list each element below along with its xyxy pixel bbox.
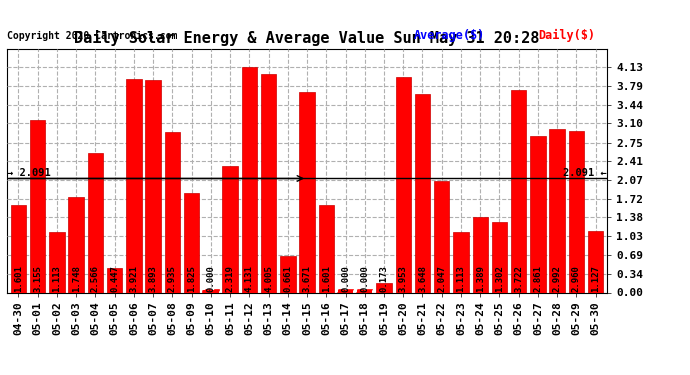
Text: 4.131: 4.131	[245, 265, 254, 292]
Bar	[338, 290, 353, 292]
Bar	[49, 232, 65, 292]
Text: 0.000: 0.000	[206, 265, 215, 292]
Text: 4.005: 4.005	[264, 265, 273, 292]
Title: Daily Solar Energy & Average Value Sun May 31 20:28: Daily Solar Energy & Average Value Sun M…	[75, 30, 540, 46]
Bar	[453, 232, 469, 292]
Text: 0.000: 0.000	[360, 265, 369, 292]
Text: 2.992: 2.992	[553, 265, 562, 292]
Text: 2.319: 2.319	[226, 265, 235, 292]
Bar	[376, 283, 392, 292]
Bar	[319, 205, 334, 292]
Bar	[222, 166, 238, 292]
Bar	[588, 231, 603, 292]
Bar	[68, 197, 84, 292]
Text: 2.091 ←: 2.091 ←	[564, 168, 607, 178]
Bar	[126, 79, 141, 292]
Text: 0.173: 0.173	[380, 265, 388, 292]
Text: 1.389: 1.389	[475, 265, 484, 292]
Bar	[165, 132, 180, 292]
Text: 3.671: 3.671	[302, 265, 312, 292]
Text: 3.953: 3.953	[399, 265, 408, 292]
Text: 1.113: 1.113	[52, 265, 61, 292]
Text: 1.127: 1.127	[591, 265, 600, 292]
Text: 1.302: 1.302	[495, 265, 504, 292]
Text: → 2.091: → 2.091	[7, 168, 50, 178]
Bar	[569, 131, 584, 292]
Text: 3.722: 3.722	[514, 265, 523, 292]
Bar	[30, 120, 46, 292]
Bar	[261, 74, 276, 292]
Text: Average($): Average($)	[414, 29, 485, 42]
Bar	[434, 181, 449, 292]
Text: 1.601: 1.601	[322, 265, 331, 292]
Text: 1.601: 1.601	[14, 265, 23, 292]
Bar	[299, 92, 315, 292]
Text: 2.960: 2.960	[572, 265, 581, 292]
Bar	[184, 193, 199, 292]
Bar	[146, 80, 161, 292]
Text: 3.155: 3.155	[33, 265, 42, 292]
Bar	[107, 268, 122, 292]
Text: 3.648: 3.648	[418, 265, 427, 292]
Text: Copyright 2020 Cartronics.com: Copyright 2020 Cartronics.com	[7, 32, 177, 41]
Text: 1.825: 1.825	[187, 265, 196, 292]
Bar	[511, 90, 526, 292]
Bar	[530, 136, 546, 292]
Text: Daily($): Daily($)	[538, 29, 595, 42]
Text: 0.447: 0.447	[110, 265, 119, 292]
Text: 2.047: 2.047	[437, 265, 446, 292]
Text: 0.000: 0.000	[341, 265, 350, 292]
Bar	[357, 290, 373, 292]
Text: 1.748: 1.748	[72, 265, 81, 292]
Bar	[415, 94, 430, 292]
Text: 2.566: 2.566	[91, 265, 100, 292]
Bar	[492, 222, 507, 292]
Bar	[395, 77, 411, 292]
Text: 2.935: 2.935	[168, 265, 177, 292]
Bar	[11, 205, 26, 292]
Bar	[549, 129, 565, 292]
Text: 1.113: 1.113	[457, 265, 466, 292]
Bar	[203, 290, 219, 292]
Text: 3.893: 3.893	[148, 265, 157, 292]
Bar	[88, 153, 103, 292]
Bar	[280, 256, 295, 292]
Text: 3.921: 3.921	[130, 265, 139, 292]
Text: 0.661: 0.661	[284, 265, 293, 292]
Text: 2.861: 2.861	[533, 265, 542, 292]
Bar	[241, 67, 257, 292]
Bar	[473, 217, 488, 292]
